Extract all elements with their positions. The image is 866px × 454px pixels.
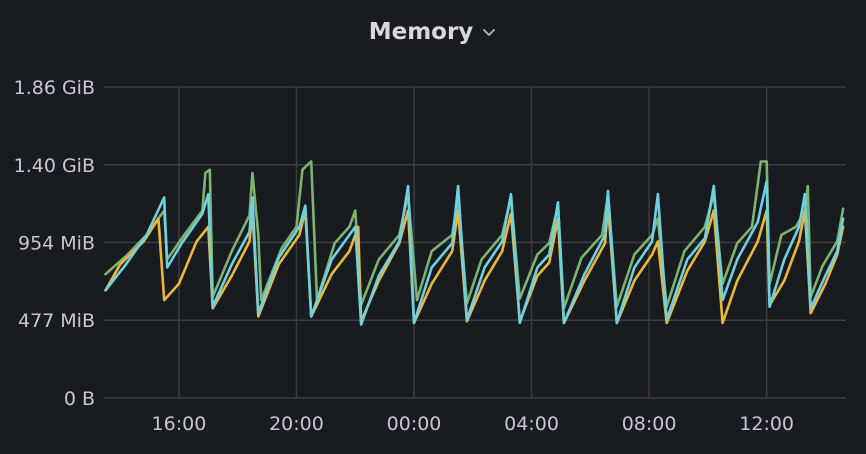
x-tick-label: 00:00 [387, 413, 442, 435]
y-tick-label: 1.40 GiB [14, 155, 95, 177]
x-axis: 16:00 20:00 00:00 04:00 08:00 12:00 [152, 413, 794, 435]
x-tick-label: 16:00 [152, 413, 207, 435]
x-tick-label: 12:00 [739, 413, 794, 435]
y-axis: 0 B 477 MiB 954 MiB 1.40 GiB 1.86 GiB [14, 77, 95, 410]
series-line-1[interactable] [104, 160, 845, 310]
y-tick-label: 954 MiB [18, 232, 95, 254]
y-tick-label: 477 MiB [18, 310, 95, 332]
x-tick-label: 20:00 [269, 413, 324, 435]
panel-header[interactable]: Memory [0, 12, 866, 52]
grid-lines [104, 86, 846, 399]
series-line-3[interactable] [104, 179, 845, 326]
x-tick-label: 08:00 [622, 413, 677, 435]
x-tick-label: 04:00 [504, 413, 559, 435]
series-line-2[interactable] [104, 204, 845, 325]
y-tick-label: 1.86 GiB [14, 77, 95, 99]
chevron-down-icon[interactable] [481, 24, 497, 40]
panel-title[interactable]: Memory [368, 19, 474, 45]
y-tick-label: 0 B [64, 388, 95, 410]
series-group[interactable] [104, 160, 845, 326]
